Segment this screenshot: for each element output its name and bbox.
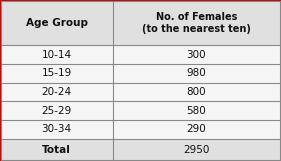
Bar bbox=[1, 101, 112, 120]
Text: 2950: 2950 bbox=[183, 145, 210, 155]
Bar bbox=[1, 45, 112, 64]
Bar bbox=[1, 1, 112, 45]
Text: Total: Total bbox=[42, 145, 71, 155]
Bar bbox=[112, 64, 280, 83]
Bar bbox=[1, 139, 112, 160]
Text: No. of Females
(to the nearest ten): No. of Females (to the nearest ten) bbox=[142, 12, 251, 34]
Text: 580: 580 bbox=[187, 106, 206, 116]
Bar bbox=[1, 64, 112, 83]
Text: 30-34: 30-34 bbox=[42, 124, 72, 134]
Bar bbox=[112, 101, 280, 120]
Bar bbox=[112, 83, 280, 101]
Text: 15-19: 15-19 bbox=[42, 68, 72, 78]
Bar bbox=[112, 45, 280, 64]
Text: 300: 300 bbox=[187, 50, 206, 60]
Text: 290: 290 bbox=[187, 124, 206, 134]
Bar bbox=[112, 139, 280, 160]
Text: 10-14: 10-14 bbox=[42, 50, 72, 60]
Bar bbox=[1, 120, 112, 139]
Bar bbox=[1, 83, 112, 101]
Text: 25-29: 25-29 bbox=[42, 106, 72, 116]
Text: Age Group: Age Group bbox=[26, 18, 88, 28]
Bar bbox=[112, 120, 280, 139]
Text: 800: 800 bbox=[187, 87, 206, 97]
Text: 20-24: 20-24 bbox=[42, 87, 72, 97]
Text: 980: 980 bbox=[187, 68, 206, 78]
Bar bbox=[112, 1, 280, 45]
